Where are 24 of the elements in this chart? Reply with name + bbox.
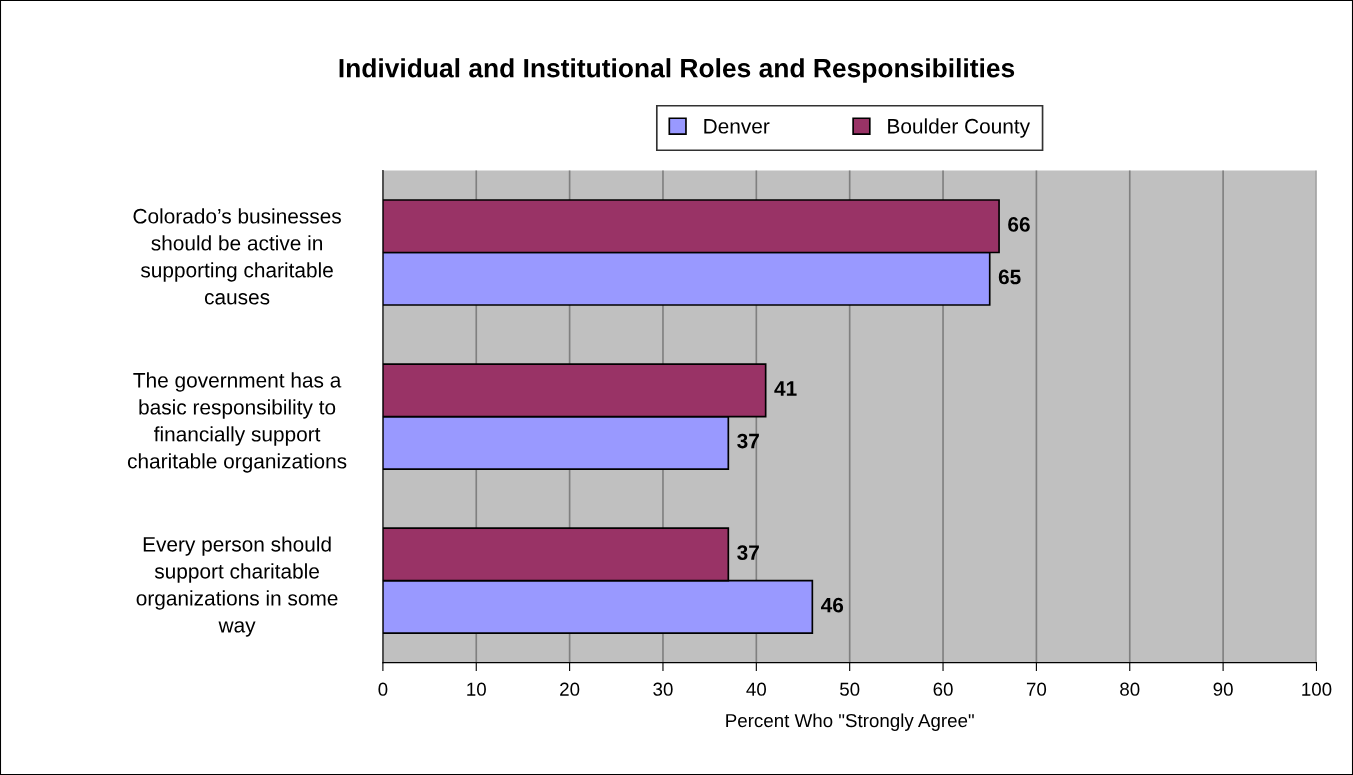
x-tick-label: 10: [467, 682, 486, 696]
data-label: 46: [820, 597, 844, 613]
data-label: 41: [774, 381, 797, 396]
legend-label: Denver: [704, 119, 770, 134]
x-tick-label: 100: [1302, 682, 1332, 696]
y-tick-label: Colorado’s businesses should be active in supporting charitable causes: [133, 208, 341, 305]
x-tick-label: 80: [1120, 682, 1140, 696]
x-tick-label: 0: [378, 682, 388, 696]
data-label: 66: [1008, 217, 1030, 232]
x-tick-label: 30: [653, 682, 673, 696]
chart-title: Individual and Institutional Roles and Responsibilities: [339, 58, 1015, 83]
x-tick-label: 20: [560, 682, 580, 696]
x-tick-label: 50: [840, 682, 860, 696]
x-axis-title: Percent Who "Strongly Agree": [726, 713, 974, 731]
y-tick-label: Every person should support charitable organizations in some way: [136, 536, 338, 637]
data-label: 37: [737, 545, 759, 560]
x-tick-label: 40: [746, 682, 767, 696]
y-tick-label: The government has a basic responsibility to financially support charitable organizations: [127, 372, 347, 473]
data-label: 65: [998, 269, 1021, 285]
legend-label: Boulder County: [888, 118, 1031, 138]
x-tick-label: 70: [1026, 682, 1047, 696]
x-tick-label: 60: [933, 682, 953, 696]
x-tick-label: 90: [1213, 682, 1233, 696]
data-label: 37: [737, 433, 759, 449]
